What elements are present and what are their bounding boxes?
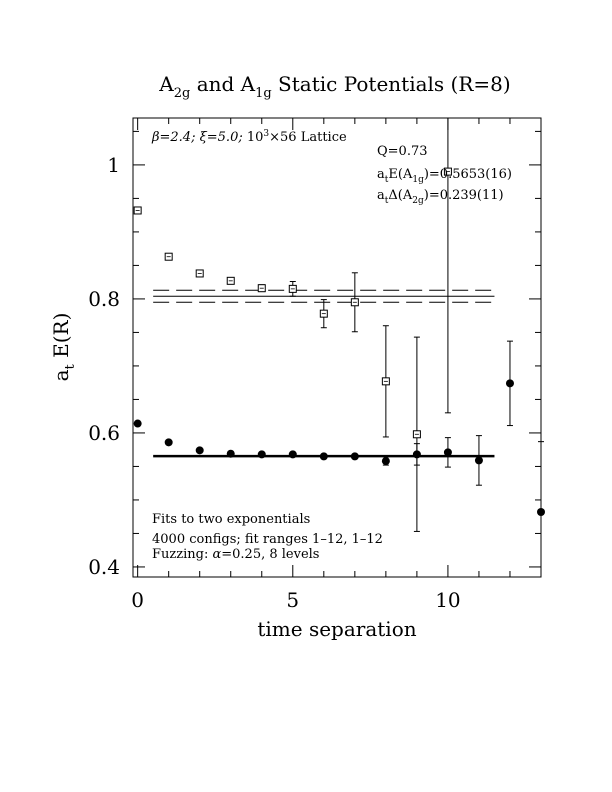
fuzzing-annotation: Fuzzing: α=0.25, 8 levels xyxy=(152,547,319,562)
data-point xyxy=(474,435,483,486)
fits-annotation: Fits to two exponentials xyxy=(152,512,310,527)
y-tick-label: 0.6 xyxy=(88,421,120,445)
marker-filled-circle xyxy=(443,448,452,457)
x-tick-label: 10 xyxy=(435,588,460,612)
y-tick-label: 0.8 xyxy=(88,287,120,311)
data-point xyxy=(288,280,297,297)
configs-annotation: 4000 configs; fit ranges 1–12, 1–12 xyxy=(152,532,383,547)
tick-labels: 0 5 10 0.4 0.6 0.8 1 xyxy=(88,153,460,612)
data-point xyxy=(195,269,204,278)
marker-filled-circle xyxy=(474,456,483,465)
energy-annotation: atE(A1g)=0.5653(16) xyxy=(377,167,512,185)
data-point xyxy=(443,118,452,414)
data-point xyxy=(288,450,297,459)
data-point xyxy=(350,272,359,333)
data-point xyxy=(412,443,421,466)
marker-filled-circle xyxy=(226,449,235,458)
data-point xyxy=(195,446,204,455)
data-point xyxy=(381,456,390,466)
y-axis-label: at E(R) xyxy=(49,313,78,382)
marker-filled-circle xyxy=(537,508,545,517)
data-point xyxy=(537,441,545,577)
marker-filled-circle xyxy=(195,446,204,455)
marker-filled-circle xyxy=(381,457,390,466)
y-tick-label: 1 xyxy=(107,153,120,177)
data-point xyxy=(443,437,452,468)
marker-filled-circle xyxy=(319,452,328,461)
y-tick-label: 0.4 xyxy=(88,555,120,579)
marker-filled-circle xyxy=(505,379,514,388)
data-point xyxy=(381,325,390,438)
data-point xyxy=(319,452,328,461)
marker-filled-circle xyxy=(133,419,142,428)
data-point xyxy=(164,438,173,447)
data-point xyxy=(412,336,421,532)
marker-filled-circle xyxy=(412,450,421,459)
data-point xyxy=(226,276,235,285)
data-points xyxy=(133,118,545,577)
data-point xyxy=(226,449,235,458)
data-point xyxy=(257,284,266,293)
plot-frame xyxy=(132,117,542,578)
x-tick-label: 5 xyxy=(286,588,299,612)
gap-annotation: atΔ(A2g)=0.239(11) xyxy=(377,188,504,206)
marker-filled-circle xyxy=(288,450,297,459)
axis-ticks xyxy=(133,118,542,577)
marker-filled-circle xyxy=(164,438,173,447)
data-point xyxy=(257,450,266,459)
chart-title: A2g and A1g Static Potentials (R=8) xyxy=(158,72,510,101)
marker-filled-circle xyxy=(350,452,359,461)
x-tick-label: 0 xyxy=(131,588,144,612)
data-point xyxy=(133,419,142,428)
data-point xyxy=(505,340,514,427)
lattice-annotation: β=2.4; ξ=5.0; 103×56 Lattice xyxy=(151,129,347,145)
marker-filled-circle xyxy=(257,450,266,459)
q-annotation: Q=0.73 xyxy=(377,144,428,159)
data-point xyxy=(164,252,173,261)
data-point xyxy=(350,452,359,461)
x-axis-label: time separation xyxy=(257,617,416,641)
data-point xyxy=(133,206,142,215)
data-point xyxy=(319,299,328,329)
